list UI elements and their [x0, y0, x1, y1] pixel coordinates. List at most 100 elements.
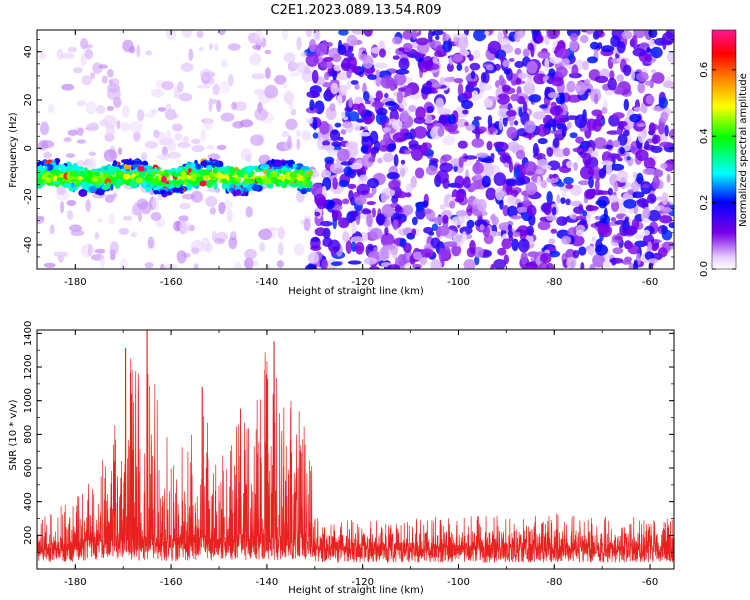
heatmap-cell: [556, 194, 561, 204]
heatmap-cell: [516, 206, 529, 213]
heatmap-signal-cell: [262, 178, 272, 185]
heatmap-cell: [668, 222, 674, 229]
heatmap-cell: [276, 260, 284, 268]
heatmap-cell: [98, 64, 109, 69]
colorbar-tick-label: 0.0: [699, 261, 710, 277]
heatmap-cell: [384, 92, 389, 99]
heatmap-cell: [536, 175, 541, 187]
heatmap-signal-cell: [151, 177, 160, 184]
heatmap-cell: [510, 93, 520, 102]
heatmap-cell: [354, 195, 367, 206]
heatmap-signal-cell: [243, 173, 248, 180]
heatmap-cell: [539, 104, 548, 109]
heatmap-cell: [580, 219, 587, 225]
heatmap-cell: [536, 34, 544, 44]
heatmap-cell: [366, 178, 380, 189]
heatmap-cell: [623, 64, 632, 77]
heatmap-cell: [249, 53, 262, 66]
heatmap-cell: [633, 259, 638, 269]
y-tick-label: 1000: [23, 388, 34, 413]
heatmap-cell: [465, 124, 476, 131]
heatmap-cell: [340, 161, 353, 166]
heatmap-cell: [663, 159, 674, 172]
heatmap-cell: [244, 257, 254, 269]
heatmap-cell: [593, 137, 607, 150]
heatmap-cell: [623, 129, 630, 137]
heatmap-cell: [348, 97, 353, 108]
heatmap-cell: [359, 174, 368, 182]
heatmap-cell: [177, 81, 184, 93]
heatmap-cell: [642, 229, 650, 236]
heatmap-cell: [311, 69, 319, 84]
heatmap-cell: [598, 168, 607, 179]
heatmap-cell: [462, 109, 469, 115]
heatmap-cell: [360, 145, 369, 154]
heatmap-cell: [109, 254, 116, 261]
heatmap-cell: [254, 30, 264, 44]
heatmap-cell: [637, 81, 646, 94]
heatmap-cell: [342, 231, 350, 243]
heatmap-cell: [375, 213, 386, 226]
heatmap-cell: [572, 249, 580, 259]
heatmap-signal-cell: [237, 170, 245, 178]
heatmap-cell: [321, 170, 332, 178]
heatmap-cell: [371, 101, 385, 108]
heatmap-cell: [561, 123, 567, 137]
heatmap-cell: [177, 141, 191, 149]
heatmap-signal-cell: [246, 166, 252, 174]
heatmap-cell: [398, 57, 410, 71]
heatmap-signal-cell: [206, 164, 213, 171]
heatmap-cell: [412, 216, 418, 226]
x-tick-label: -120: [351, 577, 374, 588]
heatmap-signal-cell: [247, 183, 253, 192]
heatmap-cell: [351, 240, 357, 253]
heatmap-signal-cell: [221, 178, 228, 184]
heatmap-cell: [571, 64, 579, 79]
heatmap-cell: [499, 53, 504, 63]
heatmap-cell: [85, 101, 97, 115]
heatmap-cell: [475, 126, 481, 141]
heatmap-cell: [573, 206, 584, 214]
heatmap-cell: [85, 199, 91, 213]
heatmap-cell: [231, 101, 237, 111]
heatmap-cell: [383, 127, 392, 132]
heatmap-cells: [37, 30, 674, 269]
heatmap-cell: [277, 226, 285, 240]
heatmap-cell: [499, 198, 504, 210]
heatmap-cell: [463, 259, 476, 269]
heatmap-cell: [265, 67, 271, 79]
heatmap-cell: [641, 184, 650, 189]
heatmap-cell: [492, 216, 500, 226]
heatmap-signal-cell: [60, 166, 68, 173]
heatmap-cell: [49, 224, 55, 235]
heatmap-cell: [668, 129, 674, 140]
heatmap-cell: [258, 228, 273, 241]
heatmap-signal-cell: [289, 171, 298, 179]
heatmap-signal-cell: [290, 182, 299, 188]
heatmap-cell: [571, 214, 577, 220]
heatmap-cell: [662, 80, 674, 89]
heatmap-cell: [340, 63, 351, 68]
heatmap-cell: [392, 55, 400, 60]
y-tick-label: 800: [23, 425, 34, 444]
heatmap-cell: [227, 73, 234, 87]
heatmap-cell: [580, 165, 594, 180]
heatmap-cell: [464, 89, 472, 100]
heatmap-signal-cell: [235, 189, 242, 196]
colorbar-tick-label: 0.6: [699, 62, 710, 78]
heatmap-cell: [565, 198, 571, 206]
heatmap-cell: [610, 35, 621, 47]
heatmap-cell: [206, 144, 215, 150]
heatmap-cell: [647, 39, 657, 47]
heatmap-cell: [544, 57, 550, 71]
heatmap-signal-cell: [170, 172, 175, 176]
heatmap-cell: [592, 119, 602, 132]
heatmap-cell: [108, 213, 115, 225]
heatmap-cell: [651, 69, 657, 74]
heatmap-cell: [537, 50, 551, 59]
heatmap-cell: [332, 246, 339, 251]
heatmap-cell: [321, 145, 334, 151]
x-tick-label: -60: [642, 277, 658, 288]
heatmap-cell: [191, 144, 205, 153]
heatmap-cell: [522, 48, 530, 58]
